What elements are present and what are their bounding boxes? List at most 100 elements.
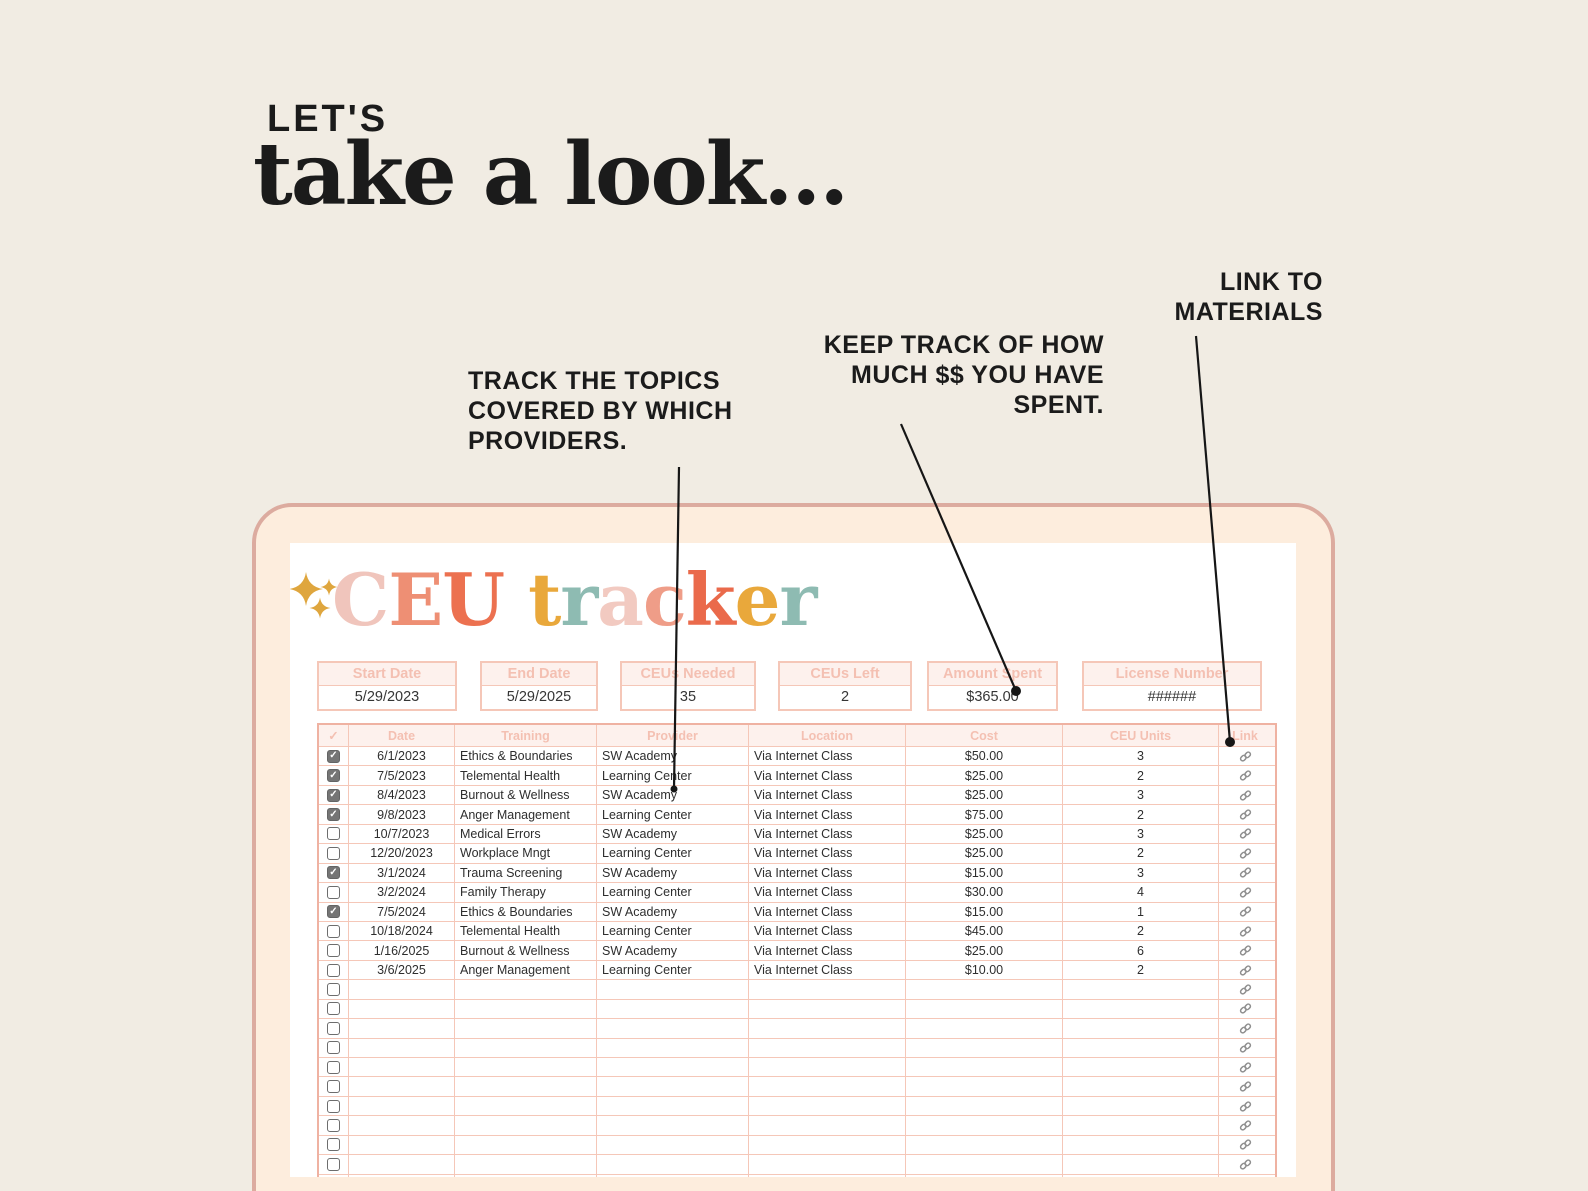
cell-cost[interactable] <box>906 1096 1063 1116</box>
cell-provider[interactable]: SW Academy <box>597 747 749 766</box>
cell-location[interactable]: Via Internet Class <box>749 785 906 805</box>
cell-provider[interactable]: Learning Center <box>597 960 749 980</box>
link-icon[interactable] <box>1239 925 1252 938</box>
row-checkbox[interactable]: ✓ <box>327 808 340 822</box>
cell-ceu-units[interactable] <box>1063 999 1219 1019</box>
row-checkbox[interactable] <box>327 1119 340 1133</box>
cell-ceu-units[interactable] <box>1063 1135 1219 1155</box>
link-icon[interactable] <box>1239 808 1252 821</box>
cell-provider[interactable] <box>597 1155 749 1174</box>
cell-location[interactable] <box>749 1174 906 1177</box>
cell-cost[interactable]: $10.00 <box>906 960 1063 980</box>
cell-training[interactable]: Telemental Health <box>455 766 597 785</box>
cell-location[interactable] <box>749 1077 906 1096</box>
cell-date[interactable] <box>349 1019 455 1038</box>
cell-date[interactable]: 12/20/2023 <box>349 844 455 863</box>
cell-date[interactable] <box>349 1077 455 1096</box>
row-checkbox[interactable] <box>327 1157 340 1171</box>
cell-provider[interactable]: SW Academy <box>597 941 749 960</box>
row-checkbox[interactable] <box>327 827 340 841</box>
cell-location[interactable]: Via Internet Class <box>749 805 906 824</box>
cell-date[interactable]: 7/5/2024 <box>349 902 455 921</box>
cell-date[interactable] <box>349 1135 455 1155</box>
link-icon[interactable] <box>1239 866 1252 879</box>
row-checkbox[interactable]: ✓ <box>327 769 340 783</box>
cell-cost[interactable]: $75.00 <box>906 805 1063 824</box>
row-checkbox[interactable] <box>327 1080 340 1094</box>
cell-date[interactable] <box>349 1116 455 1135</box>
cell-training[interactable] <box>455 1096 597 1116</box>
link-icon[interactable] <box>1239 789 1252 802</box>
cell-cost[interactable]: $45.00 <box>906 921 1063 941</box>
link-icon[interactable] <box>1239 1022 1252 1035</box>
row-checkbox[interactable]: ✓ <box>327 788 340 802</box>
link-icon[interactable] <box>1239 1080 1252 1093</box>
summary-value[interactable]: $365.00 <box>929 686 1056 709</box>
link-icon[interactable] <box>1239 886 1252 899</box>
cell-training[interactable]: Medical Errors <box>455 824 597 844</box>
cell-ceu-units[interactable] <box>1063 1038 1219 1057</box>
row-checkbox[interactable] <box>327 1041 340 1055</box>
summary-value[interactable]: ###### <box>1084 686 1260 709</box>
row-checkbox[interactable] <box>327 1099 340 1113</box>
cell-provider[interactable]: SW Academy <box>597 824 749 844</box>
cell-location[interactable]: Via Internet Class <box>749 921 906 941</box>
link-icon[interactable] <box>1239 769 1252 782</box>
cell-cost[interactable]: $50.00 <box>906 747 1063 766</box>
cell-cost[interactable] <box>906 980 1063 999</box>
cell-ceu-units[interactable]: 6 <box>1063 941 1219 960</box>
link-icon[interactable] <box>1239 1119 1252 1132</box>
row-checkbox[interactable] <box>327 1060 340 1074</box>
summary-value[interactable]: 2 <box>780 686 910 709</box>
cell-provider[interactable]: Learning Center <box>597 883 749 902</box>
cell-cost[interactable]: $25.00 <box>906 844 1063 863</box>
cell-date[interactable] <box>349 1038 455 1057</box>
cell-cost[interactable]: $25.00 <box>906 766 1063 785</box>
cell-provider[interactable]: SW Academy <box>597 785 749 805</box>
cell-ceu-units[interactable] <box>1063 1019 1219 1038</box>
summary-value[interactable]: 5/29/2023 <box>319 686 455 709</box>
cell-provider[interactable] <box>597 1077 749 1096</box>
cell-location[interactable] <box>749 980 906 999</box>
cell-provider[interactable] <box>597 1058 749 1077</box>
link-icon[interactable] <box>1239 1061 1252 1074</box>
cell-training[interactable]: Burnout & Wellness <box>455 941 597 960</box>
cell-training[interactable] <box>455 980 597 999</box>
cell-date[interactable]: 3/6/2025 <box>349 960 455 980</box>
cell-location[interactable] <box>749 1135 906 1155</box>
cell-training[interactable] <box>455 1058 597 1077</box>
cell-cost[interactable] <box>906 1174 1063 1177</box>
cell-provider[interactable]: Learning Center <box>597 844 749 863</box>
cell-cost[interactable]: $25.00 <box>906 824 1063 844</box>
cell-date[interactable]: 8/4/2023 <box>349 785 455 805</box>
cell-training[interactable]: Burnout & Wellness <box>455 785 597 805</box>
cell-location[interactable] <box>749 1019 906 1038</box>
cell-training[interactable] <box>455 1019 597 1038</box>
cell-date[interactable] <box>349 1155 455 1174</box>
cell-training[interactable]: Ethics & Boundaries <box>455 902 597 921</box>
link-icon[interactable] <box>1239 1041 1252 1054</box>
cell-date[interactable]: 3/1/2024 <box>349 863 455 883</box>
cell-ceu-units[interactable]: 1 <box>1063 902 1219 921</box>
cell-ceu-units[interactable]: 2 <box>1063 921 1219 941</box>
cell-ceu-units[interactable] <box>1063 1155 1219 1174</box>
link-icon[interactable] <box>1239 1100 1252 1113</box>
row-checkbox[interactable] <box>327 1002 340 1016</box>
link-icon[interactable] <box>1239 1002 1252 1015</box>
cell-training[interactable]: Family Therapy <box>455 883 597 902</box>
cell-provider[interactable]: Learning Center <box>597 921 749 941</box>
cell-ceu-units[interactable]: 2 <box>1063 766 1219 785</box>
cell-provider[interactable] <box>597 1038 749 1057</box>
cell-location[interactable] <box>749 1096 906 1116</box>
cell-date[interactable]: 9/8/2023 <box>349 805 455 824</box>
link-icon[interactable] <box>1239 847 1252 860</box>
link-icon[interactable] <box>1239 905 1252 918</box>
cell-training[interactable]: Trauma Screening <box>455 863 597 883</box>
link-icon[interactable] <box>1239 827 1252 840</box>
cell-date[interactable] <box>349 999 455 1019</box>
link-icon[interactable] <box>1239 1158 1252 1171</box>
cell-provider[interactable] <box>597 1096 749 1116</box>
link-icon[interactable] <box>1239 964 1252 977</box>
cell-cost[interactable]: $25.00 <box>906 785 1063 805</box>
row-checkbox[interactable] <box>327 982 340 996</box>
